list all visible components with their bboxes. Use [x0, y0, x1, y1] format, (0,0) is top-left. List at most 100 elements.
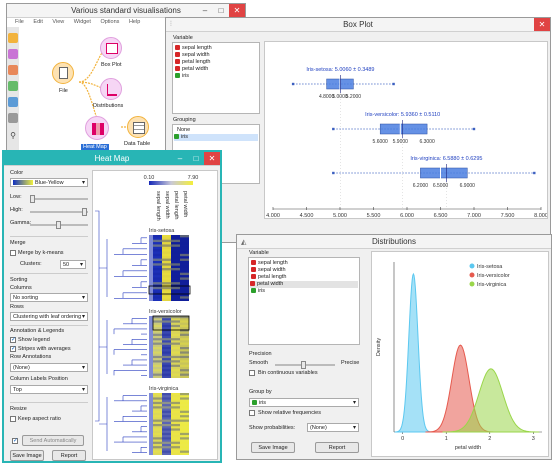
heatmap-cell: [180, 333, 189, 336]
colormap-swatch: [13, 180, 33, 186]
clusters-label: Clusters:: [20, 261, 42, 267]
close-button[interactable]: ✕: [229, 4, 245, 17]
list-item[interactable]: sepal length: [251, 260, 288, 267]
heatmap-cell: [180, 282, 189, 285]
list-item[interactable]: iris: [251, 288, 265, 295]
merge-kmeans-checkbox[interactable]: [10, 250, 16, 256]
low-slider[interactable]: [30, 195, 88, 203]
heatmap-close-button[interactable]: ✕: [204, 152, 220, 165]
heatmap-cell: [171, 446, 180, 449]
toolbox-search-icon[interactable]: ⚲: [10, 131, 16, 140]
heatmap-report-button[interactable]: Report: [52, 450, 86, 461]
heatmap-cell: [153, 393, 162, 396]
boxplot-node-icon[interactable]: [100, 37, 122, 59]
toolbox-visualize-icon[interactable]: [8, 49, 18, 59]
heatmap-maximize-button[interactable]: □: [193, 154, 199, 163]
tick-label: 2: [488, 436, 491, 442]
minimize-button[interactable]: –: [202, 6, 208, 15]
toolbox-unsupervised-icon[interactable]: [8, 97, 18, 107]
heatmap-save-image-button[interactable]: Save Image: [10, 450, 44, 461]
menu-edit[interactable]: Edit: [33, 19, 43, 25]
send-automatically-button[interactable]: Send Automatically: [22, 435, 84, 446]
heatmap-minimize-button[interactable]: –: [177, 154, 183, 163]
col-pos-select[interactable]: Top: [10, 385, 88, 394]
row-annot-select[interactable]: (None): [10, 363, 88, 372]
toolbox-misc-icon[interactable]: [8, 113, 18, 123]
heatmap-node-icon[interactable]: [85, 116, 109, 140]
heatmap-cell: [180, 277, 189, 280]
dist-variable-list[interactable]: sepal length sepal width petal length pe…: [248, 257, 360, 345]
list-item[interactable]: sepal width: [251, 267, 286, 274]
datatable-node-icon[interactable]: [127, 116, 149, 138]
list-item[interactable]: sepal width: [175, 52, 210, 59]
relfreq-checkbox[interactable]: [249, 410, 255, 416]
low-slider-handle[interactable]: [30, 195, 35, 203]
list-item[interactable]: petal length: [251, 274, 286, 281]
heatmap-cell: [171, 393, 180, 396]
tick-label: 5.500: [367, 213, 381, 219]
precision-slider-handle[interactable]: [301, 361, 306, 369]
list-item[interactable]: iris: [175, 73, 189, 80]
high-slider-handle[interactable]: [82, 208, 87, 216]
menu-widget[interactable]: Widget: [73, 19, 91, 25]
heatmap-cell: [171, 316, 180, 319]
keep-aspect-checkbox[interactable]: [10, 416, 16, 422]
gamma-slider[interactable]: [30, 221, 88, 229]
distributions-node-icon[interactable]: [100, 78, 122, 100]
heatmap-cell: [180, 286, 189, 290]
heatmap-cell: [162, 316, 171, 319]
high-slider[interactable]: [30, 208, 88, 216]
menu-help[interactable]: Help: [128, 19, 141, 25]
list-item[interactable]: petal length: [175, 59, 210, 66]
showprob-select[interactable]: (None): [307, 423, 359, 432]
toolbox-evaluate-icon[interactable]: [8, 81, 18, 91]
heatmap-cell: [162, 401, 171, 405]
dist-save-image-button[interactable]: Save Image: [251, 442, 295, 453]
show-legend-checkbox[interactable]: [10, 336, 16, 343]
heatmap-cell: [153, 253, 162, 257]
heatmap-cell: [180, 316, 189, 319]
list-item[interactable]: None: [177, 127, 191, 133]
whisker-end-min: [291, 82, 295, 86]
precision-slider[interactable]: [275, 361, 335, 369]
send-auto-checkbox[interactable]: [12, 437, 18, 444]
list-item-selected[interactable]: iris: [174, 134, 258, 141]
stripes-checkbox[interactable]: [10, 345, 16, 352]
list-item-selected[interactable]: petal width: [250, 281, 358, 288]
boxplot-variable-list[interactable]: sepal length sepal width petal length pe…: [172, 42, 260, 114]
heatmap-cell: [162, 424, 171, 427]
color-select[interactable]: Blue-Yellow: [10, 178, 88, 187]
menu-view[interactable]: View: [52, 19, 65, 25]
dist-report-button[interactable]: Report: [315, 442, 359, 453]
heatmap-column: [171, 393, 180, 455]
clusters-spinbox[interactable]: 50: [60, 260, 86, 269]
menu-options[interactable]: Options: [100, 19, 120, 25]
divider: [10, 273, 88, 274]
high-label: High:: [10, 207, 23, 213]
groupby-select[interactable]: iris: [249, 398, 359, 407]
toolbox-data-icon[interactable]: [8, 33, 18, 43]
heatmap-cell: [180, 253, 189, 257]
file-node-icon[interactable]: [52, 62, 74, 84]
gamma-slider-handle[interactable]: [56, 221, 61, 229]
toolbox-model-icon[interactable]: [8, 65, 18, 75]
rows-sort-select[interactable]: Clustering with leaf ordering: [10, 312, 88, 321]
bin-checkbox[interactable]: [249, 370, 255, 376]
maximize-button[interactable]: □: [218, 6, 224, 15]
boxplot-close-button[interactable]: ✕: [534, 18, 550, 31]
heatmap-cell: [180, 369, 189, 372]
numeric-icon: [175, 52, 180, 58]
heatmap-cell: [153, 342, 162, 345]
heatmap-cell: [180, 244, 189, 247]
menu-file[interactable]: File: [15, 19, 24, 25]
whisker-end-min: [332, 171, 335, 175]
heatmap-cell: [162, 437, 171, 440]
heatmap-cell: [171, 333, 180, 336]
list-item[interactable]: sepal length: [175, 45, 212, 52]
heatmap-cell: [162, 272, 171, 276]
list-item[interactable]: petal width: [175, 66, 208, 73]
heatmap-cell: [153, 424, 162, 427]
columns-sort-select[interactable]: No sorting: [10, 293, 88, 302]
heatmap-cell: [162, 320, 171, 323]
heatmap-cell: [171, 351, 180, 354]
